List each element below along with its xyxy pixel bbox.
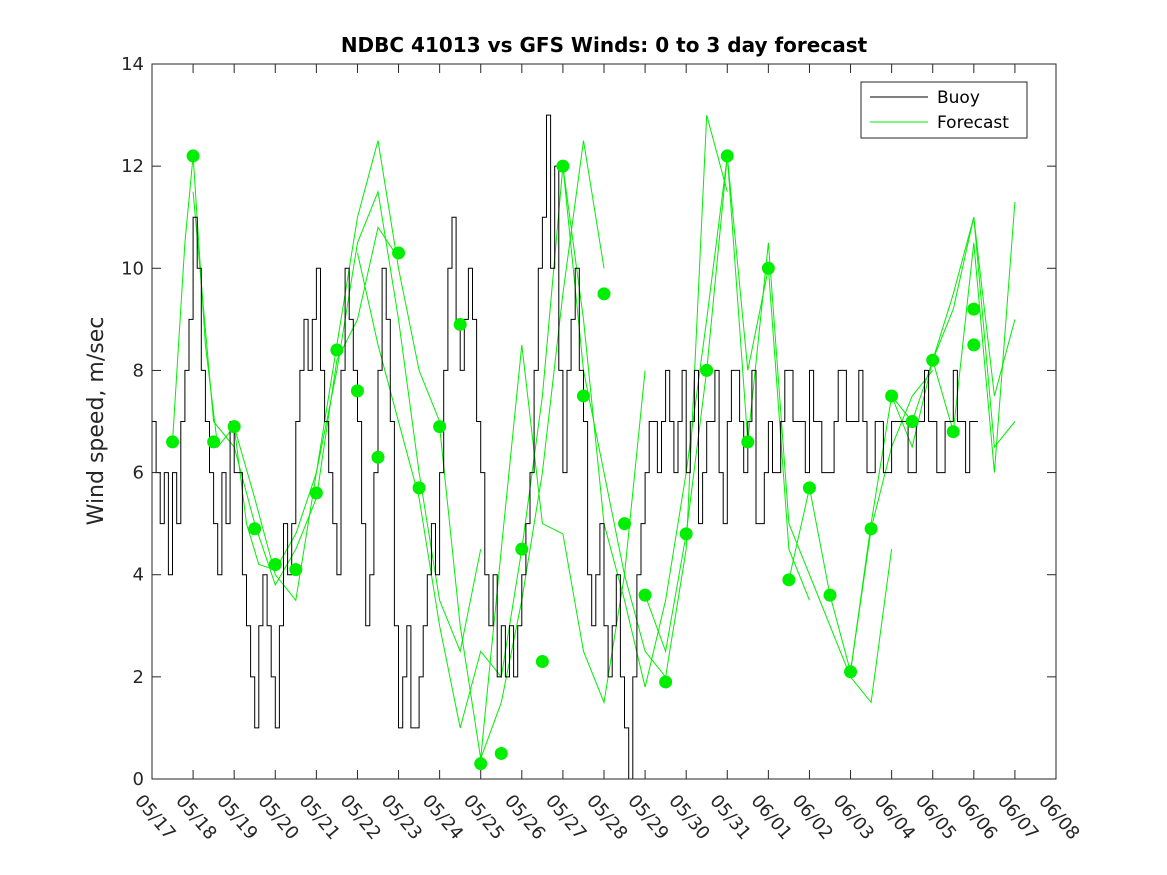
- x-tick-label: 05/31: [705, 791, 754, 844]
- forecast-point: [885, 389, 899, 403]
- forecast-line: [726, 155, 893, 704]
- x-tick-label: 05/30: [664, 791, 713, 844]
- x-tick-label: 05/24: [418, 791, 467, 844]
- forecast-point: [433, 420, 447, 434]
- y-tick-label: 8: [133, 360, 144, 381]
- x-tick-label: 06/02: [788, 791, 837, 844]
- y-tick-label: 12: [121, 156, 144, 177]
- x-tick-label: 06/05: [911, 791, 960, 844]
- forecast-point: [802, 481, 816, 495]
- forecast-point: [967, 338, 981, 352]
- forecast-point: [597, 287, 611, 301]
- buoy-line: [152, 114, 978, 780]
- forecast-point: [412, 481, 426, 495]
- chart-title: NDBC 41013 vs GFS Winds: 0 to 3 day fore…: [341, 33, 868, 57]
- forecast-point: [761, 261, 775, 275]
- forecast-points: [166, 149, 981, 771]
- x-tick-label: 06/03: [829, 791, 878, 844]
- forecast-point: [535, 655, 549, 669]
- x-tick-label: 05/22: [336, 791, 385, 844]
- x-tick-label: 05/18: [171, 791, 220, 844]
- legend: Buoy Forecast: [860, 81, 1028, 139]
- forecast-point: [309, 486, 323, 500]
- forecast-line: [562, 114, 728, 679]
- x-tick-label: 05/19: [212, 791, 261, 844]
- x-tick-label: 05/27: [541, 791, 590, 844]
- x-tick-label: 05/26: [500, 791, 549, 844]
- x-tick-label: 05/17: [130, 791, 179, 844]
- forecast-point: [350, 384, 364, 398]
- y-tick-label: 10: [121, 258, 144, 279]
- forecast-point: [166, 435, 180, 449]
- forecast-point: [700, 363, 714, 377]
- legend-buoy-label: Buoy: [937, 88, 980, 108]
- forecast-point: [946, 425, 960, 439]
- forecast-point: [782, 573, 796, 587]
- forecast-point: [289, 563, 303, 577]
- y-tick-label: 14: [121, 54, 144, 75]
- forecast-point: [720, 149, 734, 163]
- forecast-point: [556, 159, 570, 173]
- forecast-point: [330, 343, 344, 357]
- forecast-point: [371, 450, 385, 464]
- buoy-series-line: [152, 114, 978, 780]
- forecast-line: [357, 252, 523, 729]
- x-tick-label: 05/23: [377, 791, 426, 844]
- forecast-point: [494, 746, 508, 760]
- forecast-point: [248, 522, 262, 536]
- forecast-point: [186, 149, 200, 163]
- x-tick-label: 05/20: [253, 791, 302, 844]
- forecast-point: [227, 420, 241, 434]
- forecast-line: [480, 344, 646, 759]
- forecast-point: [207, 435, 221, 449]
- y-axis-label: Wind speed, m/sec: [84, 317, 109, 526]
- forecast-point: [844, 665, 858, 679]
- forecast-point: [474, 757, 488, 771]
- x-tick-label: 06/07: [993, 791, 1042, 844]
- y-tick-label: 6: [133, 463, 144, 484]
- x-tick-label: 05/21: [295, 791, 344, 844]
- y-tick-label: 4: [133, 565, 144, 586]
- forecast-point: [967, 302, 981, 316]
- legend-forecast-label: Forecast: [937, 113, 1009, 133]
- forecast-point: [515, 542, 529, 556]
- y-axis: 0 2 4 6 8 10 12 14: [121, 54, 1056, 790]
- x-tick-label: 06/06: [952, 791, 1001, 844]
- forecast-point: [453, 317, 467, 331]
- forecast-line: [274, 189, 482, 654]
- forecast-point: [864, 522, 878, 536]
- x-tick-label: 06/08: [1034, 791, 1083, 844]
- x-tick-label: 05/29: [623, 791, 672, 844]
- forecast-point: [268, 558, 282, 571]
- legend-box: [860, 81, 1028, 139]
- y-tick-label: 0: [133, 769, 144, 790]
- y-tick-label: 2: [133, 667, 144, 688]
- forecast-line: [932, 217, 1016, 449]
- forecast-point: [392, 246, 406, 260]
- x-tick-label: 06/04: [870, 791, 919, 844]
- forecast-point: [618, 517, 632, 531]
- forecast-point: [679, 527, 693, 541]
- forecast-point: [741, 435, 755, 449]
- forecast-point: [823, 588, 837, 602]
- forecast-point: [659, 675, 673, 689]
- forecast-point: [926, 353, 940, 367]
- forecast-point: [576, 389, 590, 403]
- x-tick-label: 06/01: [747, 791, 796, 844]
- x-tick-label: 05/28: [582, 791, 631, 844]
- x-tick-label: 05/25: [459, 791, 508, 844]
- forecast-point: [638, 588, 652, 602]
- forecast-point: [905, 415, 919, 428]
- forecast-line: [192, 191, 399, 587]
